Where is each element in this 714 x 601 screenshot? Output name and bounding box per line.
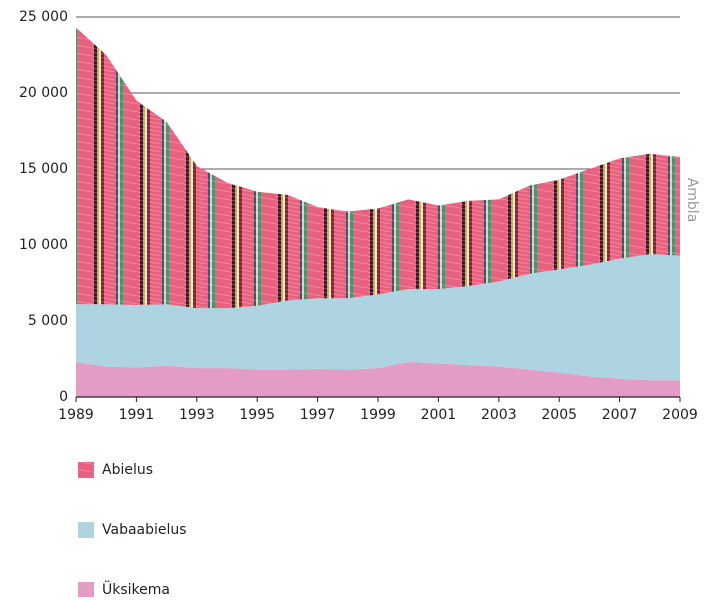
x-tick-label: 2003 xyxy=(481,407,517,423)
x-tick-label: 1997 xyxy=(300,407,336,423)
x-tick-label: 2007 xyxy=(602,407,638,423)
legend-swatch xyxy=(78,582,94,598)
y-tick-label: 10 000 xyxy=(19,237,68,253)
x-tick-label: 1989 xyxy=(58,407,94,423)
legend-label: Abielus xyxy=(102,462,153,478)
legend-swatch xyxy=(78,462,94,478)
legend-swatch xyxy=(78,522,94,538)
x-tick-label: 2001 xyxy=(421,407,457,423)
x-tick-label: 1995 xyxy=(239,407,275,423)
x-tick-label: 2009 xyxy=(662,407,698,423)
y-tick-label: 5 000 xyxy=(28,313,68,329)
area xyxy=(76,254,680,381)
legend-label: Üksikema xyxy=(102,580,170,597)
annotation: Ambla xyxy=(684,178,700,223)
y-tick-label: 15 000 xyxy=(19,161,68,177)
y-tick-label: 25 000 xyxy=(19,9,68,25)
area xyxy=(76,362,680,397)
legend-label: Vabaabielus xyxy=(102,522,187,538)
x-tick-label: 1999 xyxy=(360,407,396,423)
x-tick-label: 2005 xyxy=(541,407,577,423)
y-tick-label: 0 xyxy=(59,389,68,405)
area xyxy=(76,27,680,309)
x-tick-label: 1991 xyxy=(119,407,155,423)
y-tick-label: 20 000 xyxy=(19,85,68,101)
x-tick-label: 1993 xyxy=(179,407,215,423)
